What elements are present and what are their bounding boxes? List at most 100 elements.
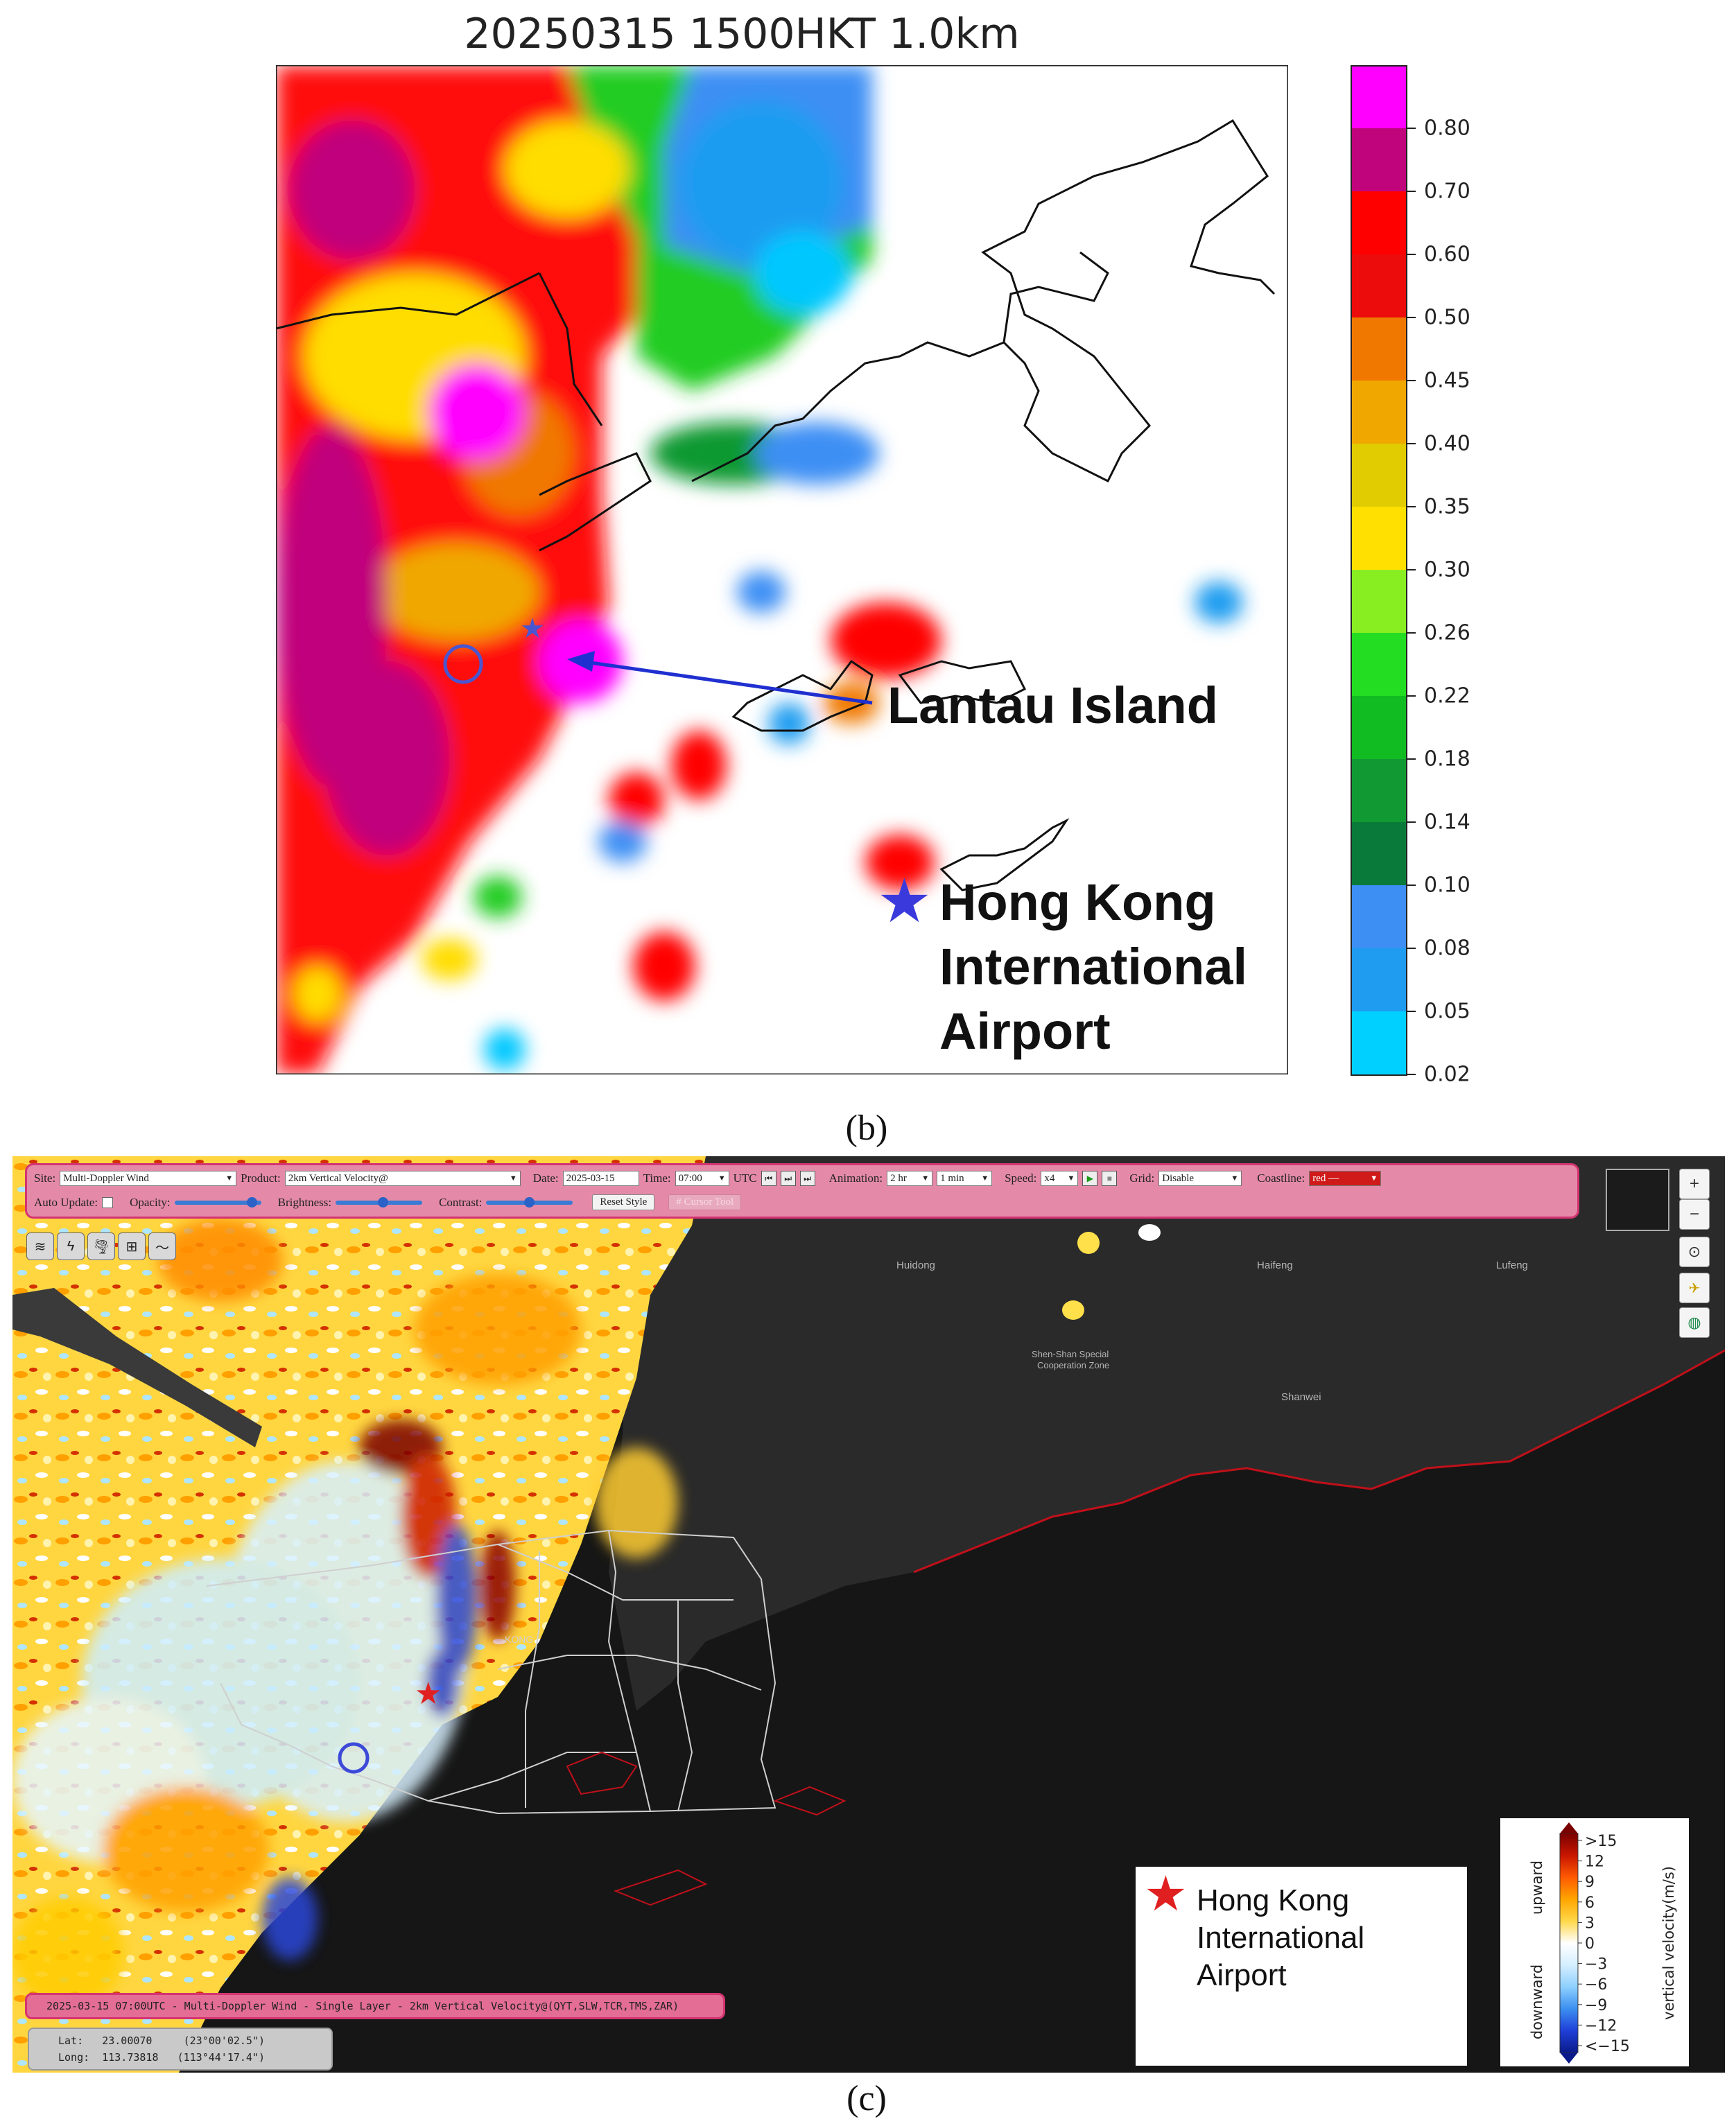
- speed-select[interactable]: x4 ▼: [1041, 1171, 1079, 1186]
- brightness-slider[interactable]: [336, 1196, 423, 1208]
- line-chart-icon[interactable]: 〜: [148, 1232, 176, 1260]
- vv-tick-label: 12: [1585, 1854, 1604, 1871]
- reset-style-button[interactable]: Reset Style: [592, 1194, 655, 1210]
- upward-label: upward: [1529, 1861, 1545, 1915]
- vv-axis-label: vertical velocity(m/s): [1660, 1866, 1677, 2020]
- reflectivity-map: ★: [276, 65, 1288, 1074]
- svg-text:★: ★: [415, 1676, 442, 1711]
- colorbar-segment: [1351, 822, 1406, 886]
- vv-tick-label: −12: [1585, 2017, 1617, 2034]
- colorbar-segment: [1351, 444, 1406, 507]
- weather-radar-app: ★ Huidong Haifeng Lufeng Shen-Shan Speci…: [12, 1156, 1725, 2073]
- vv-tick-label: <−15: [1585, 2038, 1630, 2055]
- place-label-huidong: Huidong: [896, 1260, 935, 1271]
- speed-label: Speed:: [1005, 1171, 1037, 1185]
- brightness-label: Brightness:: [277, 1195, 332, 1209]
- opacity-slider[interactable]: [174, 1196, 261, 1208]
- colorbar-segment: [1351, 570, 1406, 634]
- zoom-out-button[interactable]: −: [1679, 1199, 1710, 1230]
- status-bar: 2025-03-15 07:00UTC - Multi-Doppler Wind…: [25, 1993, 725, 2019]
- interval-select[interactable]: 1 min ▼: [937, 1171, 993, 1186]
- colorbar-segment: [1351, 191, 1406, 255]
- vv-tick-label: −3: [1585, 1956, 1607, 1973]
- colorbar-tick-label: 0.80: [1424, 116, 1470, 141]
- satellite-icon[interactable]: ✈: [1679, 1273, 1710, 1303]
- cursor-coordinates: Lat: 23.00070 (23°00'02.5") Long: 113.73…: [28, 2028, 333, 2071]
- long-label: Long:: [58, 2051, 90, 2064]
- vv-tick-label: >15: [1585, 1833, 1617, 1850]
- product-select[interactable]: 2km Vertical Velocity@ ▼: [284, 1171, 521, 1186]
- grid-select[interactable]: Disable ▼: [1158, 1171, 1242, 1186]
- grid-label: Grid:: [1129, 1171, 1155, 1185]
- hkia-legend-label: Hong Kong International Airport: [1197, 1883, 1365, 1992]
- colorbar-segment: [1351, 317, 1406, 381]
- date-input[interactable]: 2025-03-15: [562, 1171, 639, 1186]
- caption-b: (b): [845, 1108, 888, 1148]
- colorbar-tick-label: 0.22: [1424, 683, 1470, 708]
- tornado-icon[interactable]: 🌪︎: [87, 1232, 115, 1260]
- coastline-select[interactable]: red — ▼: [1309, 1171, 1382, 1186]
- contrast-label: Contrast:: [439, 1195, 483, 1209]
- colorbar-tick-label: 0.40: [1424, 431, 1470, 456]
- panel-b-title: 20250315 1500HKT 1.0km: [464, 10, 1020, 58]
- colorbar-segment: [1351, 65, 1406, 129]
- colorbar-tick-label: 0.18: [1424, 747, 1470, 772]
- stop-button[interactable]: ■: [1102, 1171, 1118, 1186]
- long-dms: (113°44'17.4"): [177, 2051, 266, 2064]
- last-frame-button[interactable]: ⏭: [799, 1171, 815, 1186]
- globe-icon[interactable]: ◍: [1679, 1307, 1710, 1338]
- colorbar-tick-label: 0.70: [1424, 179, 1470, 204]
- play-button[interactable]: ▶: [1082, 1171, 1098, 1186]
- minimap[interactable]: [1606, 1169, 1669, 1231]
- contrast-slider[interactable]: [486, 1196, 573, 1208]
- vv-tick-label: 3: [1585, 1915, 1595, 1932]
- star-icon: ★: [1144, 1867, 1188, 1921]
- first-frame-button[interactable]: ⏮: [761, 1171, 776, 1186]
- colorbar-segment: [1351, 885, 1406, 949]
- auto-update-checkbox[interactable]: [102, 1196, 114, 1208]
- colorbar-tick-label: 0.05: [1424, 999, 1470, 1024]
- product-label: Product:: [241, 1171, 281, 1185]
- add-layer-icon[interactable]: ⊞: [118, 1232, 146, 1260]
- vertical-velocity-map[interactable]: ★ Huidong Haifeng Lufeng Shen-Shan Speci…: [12, 1156, 1725, 2073]
- colorbar-tick-label: 0.08: [1424, 936, 1470, 961]
- hkia-legend: ★ Hong Kong International Airport: [1136, 1867, 1467, 2066]
- caption-c: (c): [847, 2079, 887, 2118]
- time-label: Time:: [643, 1171, 671, 1185]
- vv-tick-label: −6: [1585, 1976, 1607, 1994]
- star-icon: ★: [877, 866, 932, 935]
- colorbar-tick-label: 0.50: [1424, 305, 1470, 330]
- lightning-icon[interactable]: ϟ: [57, 1232, 85, 1260]
- place-label-shenshan: Shen-Shan Special: [1032, 1349, 1109, 1359]
- colorbar-segment: [1351, 759, 1406, 823]
- next-frame-button[interactable]: ⏭: [780, 1171, 796, 1186]
- zoom-in-button[interactable]: +: [1679, 1169, 1710, 1199]
- layers-icon[interactable]: ≋: [26, 1232, 54, 1260]
- colorbar-segment: [1351, 128, 1406, 192]
- colorbar-tick-label: 0.45: [1424, 368, 1470, 393]
- opacity-label: Opacity:: [130, 1195, 171, 1209]
- colorbar-segment: [1351, 507, 1406, 570]
- vv-tick-label: 0: [1585, 1935, 1595, 1953]
- vv-tick-label: −9: [1585, 1997, 1607, 2014]
- lat-dms: (23°00'02.5"): [183, 2034, 266, 2047]
- coastline-label: Coastline:: [1257, 1171, 1305, 1185]
- site-select[interactable]: Multi-Doppler Wind ▼: [60, 1171, 237, 1186]
- colorbar-segment: [1351, 381, 1406, 444]
- colorbar-segment: [1351, 633, 1406, 697]
- colorbar-tick-label: 0.35: [1424, 494, 1470, 519]
- locate-icon[interactable]: ⊙: [1679, 1237, 1710, 1267]
- colorbar-segment: [1351, 696, 1406, 760]
- control-toolbar: Site: Multi-Doppler Wind ▼ Product: 2km V…: [25, 1163, 1579, 1219]
- colorbar-segment: [1351, 254, 1406, 318]
- colorbar-tick-label: 0.14: [1424, 810, 1470, 835]
- cursor-tool-button[interactable]: # Cursor Tool: [668, 1194, 742, 1210]
- place-label-shenshan-2: Cooperation Zone: [1037, 1360, 1109, 1370]
- colorbar-tick-label: 0.02: [1424, 1062, 1470, 1087]
- place-label-kong: KONG: [505, 1634, 533, 1645]
- time-select[interactable]: 07:00 ▼: [675, 1171, 729, 1186]
- colorbar-segment: [1351, 948, 1406, 1012]
- animation-select[interactable]: 2 hr ▼: [887, 1171, 933, 1186]
- lantau-island-label: Lantau Island: [887, 677, 1218, 734]
- place-label-lufeng: Lufeng: [1496, 1260, 1528, 1271]
